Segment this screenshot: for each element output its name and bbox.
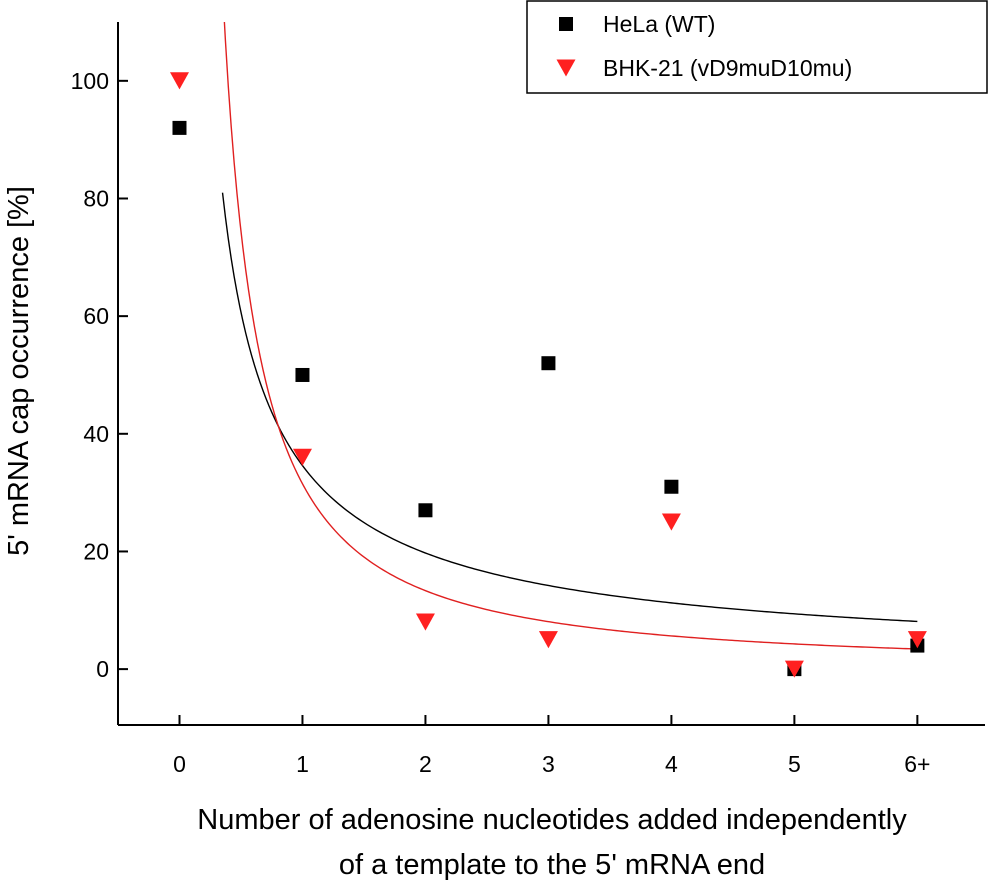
x-tick-label: 0 <box>173 751 186 777</box>
data-point-s2 <box>784 660 804 678</box>
data-point-s1 <box>541 356 556 371</box>
x-tick-label: 1 <box>296 751 309 777</box>
data-point-s2 <box>415 613 435 631</box>
data-point-s2 <box>538 631 558 649</box>
data-point-s2 <box>292 448 312 466</box>
y-tick-label: 100 <box>71 68 109 94</box>
x-tick-label: 5 <box>788 751 801 777</box>
fit-curves <box>221 22 918 650</box>
x-tick-label: 4 <box>665 751 678 777</box>
data-point-s2 <box>169 72 189 90</box>
y-tick-label: 0 <box>96 656 109 682</box>
fit-curve-1 <box>221 192 918 623</box>
x-axis-title-line-2: of a template to the 5' mRNA end <box>339 849 765 881</box>
data-point-s1 <box>664 479 679 494</box>
data-points <box>169 72 927 678</box>
data-point-s1 <box>172 120 187 135</box>
axes: 0 20 40 60 80 100 0 1 2 3 4 5 6+ <box>71 22 985 777</box>
y-axis-title: 5' mRNA cap occurrence [%] <box>3 186 35 556</box>
x-tick-label: 6+ <box>904 751 930 777</box>
y-tick-label: 60 <box>83 303 109 329</box>
x-tick-label: 2 <box>419 751 432 777</box>
legend-box <box>526 0 988 94</box>
legend-marker-1 <box>559 17 573 31</box>
legend-marker-2 <box>556 59 576 77</box>
legend-label-1: HeLa (WT) <box>603 11 715 37</box>
legend: HeLa (WT) BHK-21 (vD9muD10mu) <box>526 0 988 94</box>
x-axis-title-line-1: Number of adenosine nucleotides added in… <box>197 804 907 836</box>
data-point-s2 <box>907 631 927 649</box>
y-tick-label: 80 <box>83 185 109 211</box>
x-tick-label: 3 <box>542 751 555 777</box>
data-point-s2 <box>661 513 681 531</box>
data-point-s1 <box>295 367 310 382</box>
legend-label-2: BHK-21 (vD9muD10mu) <box>603 55 852 81</box>
y-tick-label: 20 <box>83 538 109 564</box>
fit-curve-2 <box>223 22 918 650</box>
data-point-s1 <box>418 503 433 518</box>
y-tick-label: 40 <box>83 421 109 447</box>
